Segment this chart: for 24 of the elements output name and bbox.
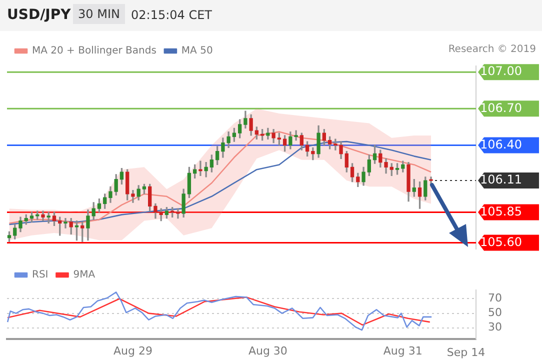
- text: 02:15:04 CET: [131, 8, 212, 22]
- y-tick-label: 106.11: [480, 172, 522, 187]
- y-tick-label: 106.70: [480, 100, 522, 115]
- y-tick-label: 107.00: [480, 64, 522, 78]
- candlestick: [131, 190, 135, 203]
- x-tick-label: Aug 30: [248, 344, 288, 358]
- y-tick-label: 105.60: [480, 234, 522, 249]
- x-tick-label: Aug 29: [113, 344, 152, 358]
- legend-label: MA 50: [181, 46, 213, 57]
- x-tick-label: Aug 31: [383, 344, 422, 358]
- legend-label: RSI: [32, 270, 48, 281]
- candlestick: [64, 218, 68, 228]
- y-tick-label: 50: [488, 306, 502, 320]
- chart-subtitle: 30 MIN: [73, 4, 125, 24]
- y-tick-label: 106.40: [480, 137, 522, 152]
- candlestick: [176, 208, 180, 219]
- legend-label: 9MA: [73, 270, 96, 281]
- chart-title: USD/JPY: [7, 7, 71, 23]
- text: Sep 14: [446, 346, 486, 360]
- y-tick-label: 30: [488, 320, 502, 334]
- legend-label: MA 20 + Bollinger Bands: [32, 46, 156, 57]
- y-tick-label: 70: [488, 292, 502, 305]
- text: Research © 2019: [448, 44, 536, 55]
- y-tick-label: 105.85: [480, 204, 522, 218]
